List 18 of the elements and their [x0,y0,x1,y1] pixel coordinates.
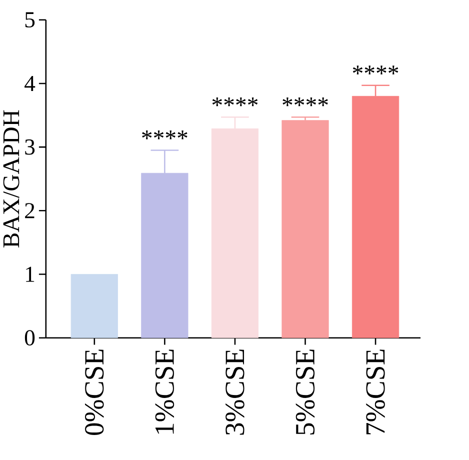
x-tick-label: 5%CSE [296,350,315,434]
annotation: **** [142,130,188,140]
y-axis-title: BAX/GAPDH [3,110,20,248]
bar [282,120,329,338]
annotation: **** [212,97,258,106]
y-tick-label: 2 [25,203,34,218]
y-tick-label: 3 [25,139,35,155]
bar [70,274,118,338]
x-tick-label: 0%CSE [85,350,104,435]
y-tick-label: 0 [24,330,35,346]
y-tick-label: 4 [24,76,36,91]
x-tick-label: 1%CSE [155,350,174,434]
y-tick-label: 1 [26,266,34,282]
x-tick-label: 7%CSE [366,350,385,434]
annotation: **** [282,97,328,106]
x-tick-label: 3%CSE [226,350,244,435]
y-tick-label: 5 [25,12,35,28]
annotation: **** [352,66,398,74]
